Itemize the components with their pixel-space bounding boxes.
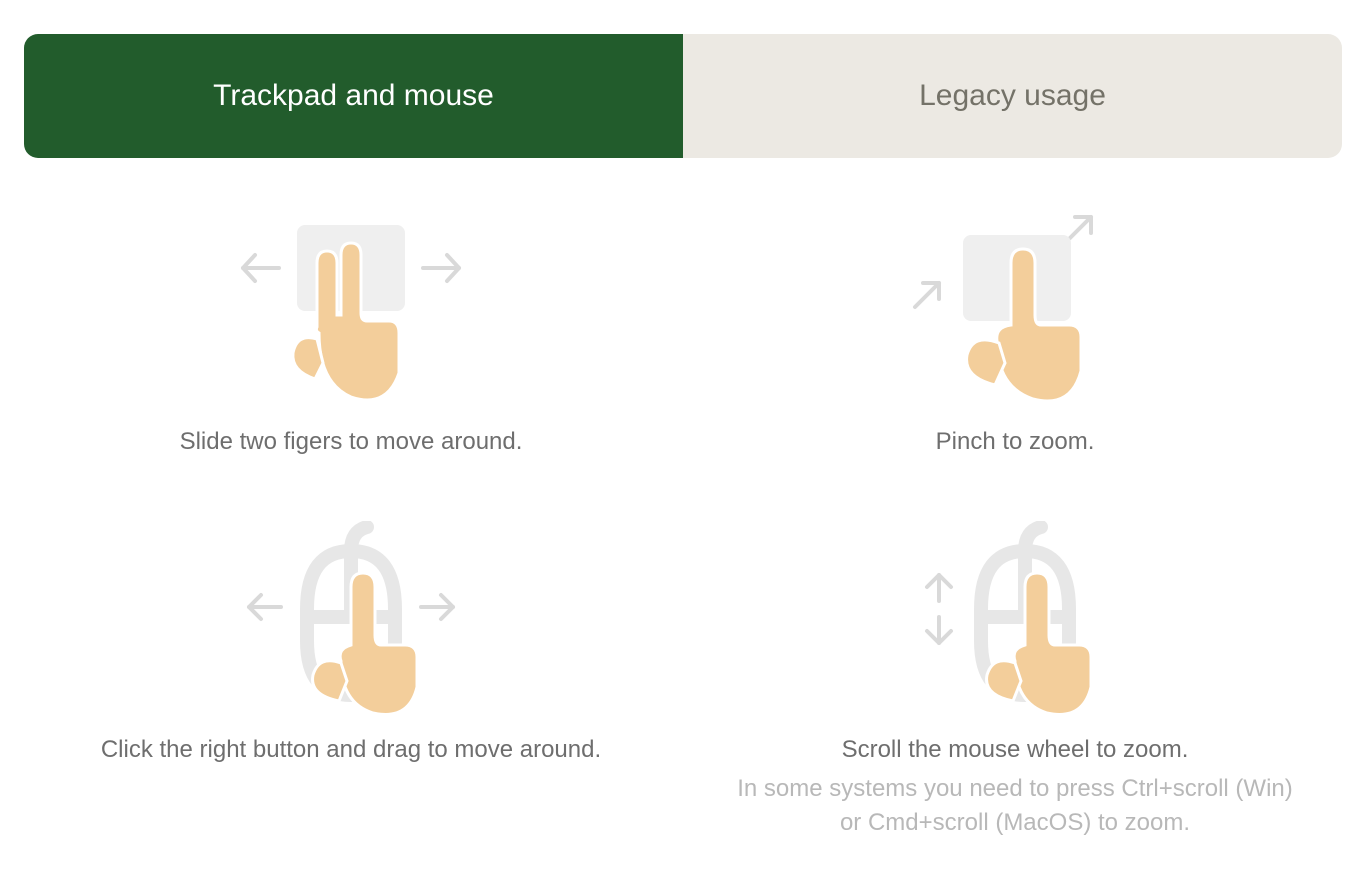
tabs-bar: Trackpad and mouse Legacy usage: [24, 34, 1342, 158]
gesture-scroll-zoom: Scroll the mouse wheel to zoom. In some …: [688, 526, 1342, 839]
gesture-slide-caption: Slide two figers to move around.: [180, 428, 523, 456]
tab-trackpad-and-mouse[interactable]: Trackpad and mouse: [24, 34, 683, 158]
gesture-pinch-caption: Pinch to zoom.: [936, 428, 1095, 456]
trackpad-two-finger-slide-icon: [211, 218, 491, 408]
gesture-right-drag-caption: Click the right button and drag to move …: [101, 736, 601, 764]
trackpad-pinch-icon: [885, 218, 1145, 408]
tab-legacy-usage[interactable]: Legacy usage: [683, 34, 1342, 158]
gesture-slide: Slide two figers to move around.: [24, 218, 678, 456]
mouse-scroll-icon: [885, 526, 1145, 716]
gesture-pinch: Pinch to zoom.: [688, 218, 1342, 456]
gesture-right-drag: Click the right button and drag to move …: [24, 526, 678, 839]
gesture-scroll-zoom-subcaption: In some systems you need to press Ctrl+s…: [725, 772, 1305, 839]
gesture-scroll-zoom-caption: Scroll the mouse wheel to zoom.: [842, 736, 1189, 764]
mouse-right-drag-icon: [211, 526, 491, 716]
gestures-grid: Slide two figers to move around.: [24, 218, 1342, 839]
